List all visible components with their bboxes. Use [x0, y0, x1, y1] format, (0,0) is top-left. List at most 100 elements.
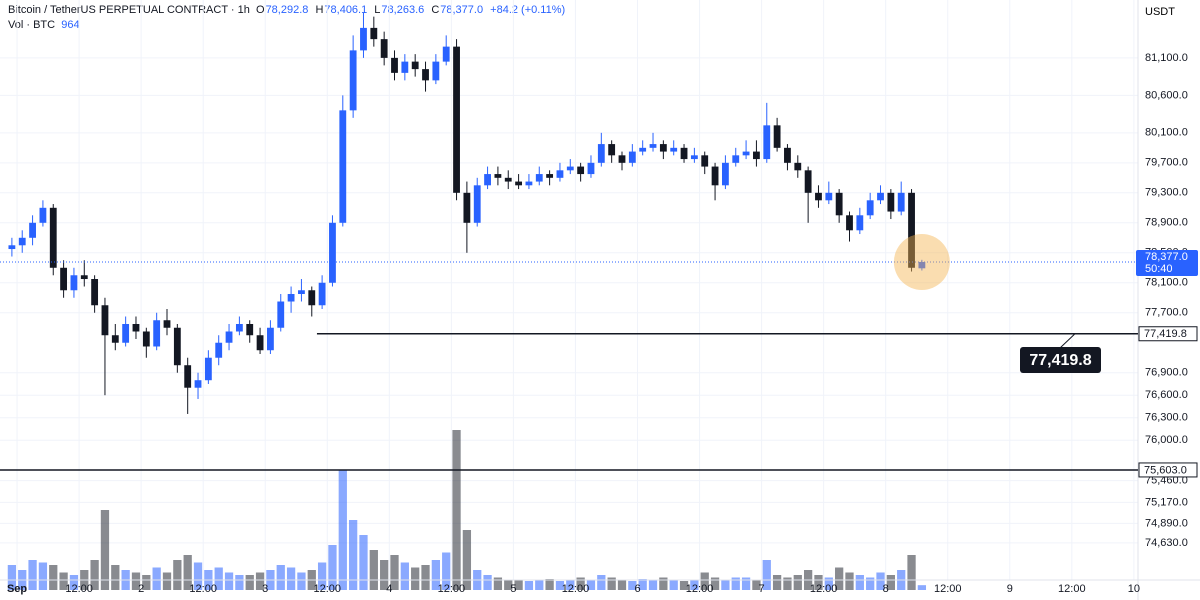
- volume-bar: [793, 575, 802, 590]
- volume-value: 964: [61, 19, 80, 31]
- candle-body: [411, 61, 419, 70]
- level-tag-label: 75,603.0: [1144, 464, 1187, 476]
- volume-bar: [59, 572, 68, 590]
- y-tick-label: 80,600.0: [1145, 89, 1188, 101]
- candle-body: [80, 275, 88, 280]
- candle-body: [111, 335, 119, 343]
- candle-body: [49, 207, 57, 268]
- volume-bar: [380, 560, 389, 590]
- candle-body: [39, 207, 47, 223]
- volume-bar: [917, 585, 927, 590]
- x-tick-label: 2: [138, 583, 144, 595]
- candle-layer: [8, 12, 926, 414]
- volume-bar: [907, 555, 916, 590]
- candle-body: [173, 327, 181, 366]
- candle-body: [318, 282, 326, 306]
- y-tick-label: 80,100.0: [1145, 127, 1188, 139]
- candle-body: [380, 39, 388, 58]
- candle-body: [680, 147, 688, 160]
- y-tick-label: 76,000.0: [1145, 434, 1188, 446]
- y-unit: USDT: [1145, 6, 1175, 18]
- candle-body: [266, 327, 274, 351]
- volume-bar: [566, 580, 575, 590]
- ohlc-key: H: [315, 4, 324, 16]
- volume-bar: [7, 565, 17, 590]
- candle-body: [866, 200, 874, 216]
- volume-bar: [411, 567, 420, 590]
- volume-bar: [721, 580, 730, 590]
- volume-bar: [576, 577, 585, 590]
- candle-body: [277, 301, 285, 328]
- volume-bar: [28, 560, 37, 590]
- candle-body: [711, 166, 719, 186]
- x-tick-label: 12:00: [810, 583, 838, 595]
- x-tick-label: 12:00: [65, 583, 93, 595]
- x-tick-label: 9: [1007, 583, 1013, 595]
- volume-row: Vol · BTC 964: [8, 18, 569, 33]
- volume-bar: [69, 575, 79, 590]
- volume-bar: [524, 581, 534, 590]
- candle-body: [794, 162, 802, 171]
- callout-box: [1020, 347, 1101, 373]
- volume-bar: [38, 562, 48, 590]
- last-price-label: 78,377.0: [1145, 251, 1188, 263]
- x-tick-label: 12:00: [686, 583, 714, 595]
- y-tick-label: 78,900.0: [1145, 217, 1188, 229]
- candle-body: [701, 155, 709, 167]
- volume-bar: [607, 577, 616, 590]
- candle-body: [525, 181, 533, 186]
- volume-bar: [866, 577, 875, 590]
- candle-body: [732, 155, 740, 163]
- candle-body: [846, 215, 853, 231]
- volume-bar: [152, 567, 161, 590]
- volume-bar: [617, 580, 627, 590]
- ohlc-key: C: [431, 4, 440, 16]
- volume-bar: [586, 580, 596, 590]
- y-tick-label: 79,300.0: [1145, 187, 1188, 199]
- last-price-tag: [1136, 250, 1198, 277]
- candle-body: [215, 342, 223, 358]
- candle-body: [401, 61, 409, 73]
- candle-body: [339, 110, 347, 223]
- y-tick-label: 79,700.0: [1145, 157, 1188, 169]
- volume-bar: [142, 575, 151, 590]
- candle-body: [432, 61, 440, 81]
- x-tick-label: 6: [634, 583, 640, 595]
- volume-bar: [349, 520, 358, 590]
- volume-bar: [597, 575, 606, 590]
- candle-body: [256, 335, 264, 351]
- x-tick-label: 8: [883, 583, 889, 595]
- candle-body: [422, 69, 429, 81]
- volume-bar: [131, 572, 141, 590]
- volume-bar: [49, 565, 58, 590]
- y-tick-label: 76,600.0: [1145, 389, 1188, 401]
- volume-bar: [710, 577, 720, 590]
- candle-body: [535, 174, 543, 182]
- candle-body: [835, 192, 843, 216]
- volume-bar: [442, 552, 451, 590]
- y-tick-label: 74,890.0: [1145, 517, 1188, 529]
- volume-bar: [224, 572, 234, 590]
- volume-bar: [638, 579, 647, 590]
- candle-body: [825, 192, 833, 201]
- volume-bar: [317, 562, 327, 590]
- candle-body: [856, 215, 864, 231]
- y-tick-label: 74,630.0: [1145, 537, 1188, 549]
- volume-bar: [741, 577, 751, 590]
- volume-bar: [462, 530, 472, 590]
- x-tick-label: 5: [510, 583, 516, 595]
- candle-body: [153, 320, 161, 347]
- volume-bar: [111, 565, 120, 590]
- candle-body: [639, 147, 647, 152]
- volume-bar: [276, 565, 285, 590]
- volume-layer: [7, 430, 927, 590]
- change-value: +84.2 (+0.11%): [490, 4, 566, 16]
- candle-body: [360, 27, 367, 51]
- candle-body: [556, 170, 564, 178]
- y-tick-label: 77,700.0: [1145, 307, 1188, 319]
- countdown-label: 50:40: [1145, 263, 1173, 275]
- ohlc-value: 78,263.6: [381, 4, 425, 16]
- candle-body: [442, 46, 450, 62]
- candle-body: [29, 222, 36, 238]
